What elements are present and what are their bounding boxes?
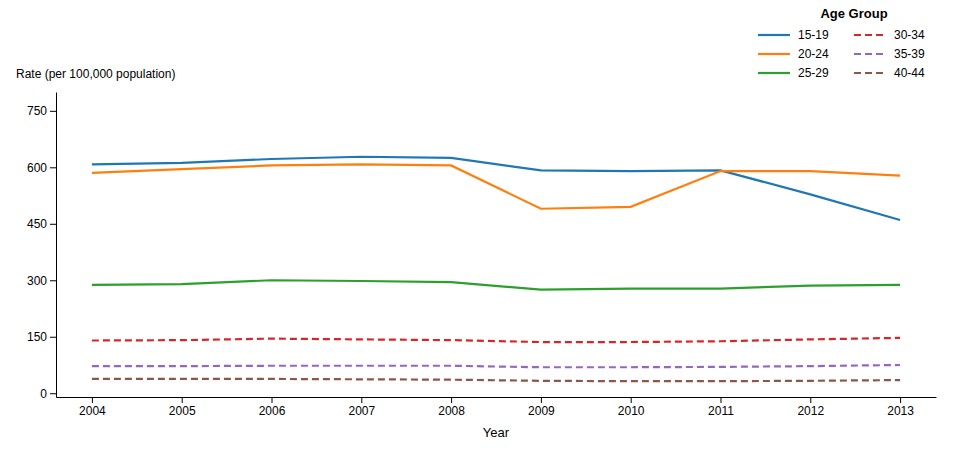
x-axis-line (57, 397, 937, 398)
legend-label: 30-34 (894, 28, 925, 42)
x-tick: 2005 (169, 397, 196, 418)
y-tick-label: 0 (40, 387, 47, 401)
x-tick-label: 2008 (438, 404, 465, 418)
legend-label: 35-39 (894, 47, 925, 61)
y-tick-mark (50, 224, 56, 225)
x-tick: 2007 (348, 397, 375, 418)
legend-swatch (854, 72, 886, 74)
legend-label: 20-24 (798, 47, 829, 61)
x-tick: 2012 (797, 397, 824, 418)
legend-item: 40-44 (854, 66, 925, 80)
y-tick-label: 750 (27, 104, 47, 118)
y-tick: 750 (27, 104, 56, 118)
series-line (92, 379, 900, 381)
x-tick: 2008 (438, 397, 465, 418)
x-tick-mark (720, 397, 721, 403)
legend-title: Age Group (820, 6, 887, 21)
legend-item: 35-39 (854, 47, 925, 61)
y-tick-label: 300 (27, 274, 47, 288)
legend-item: 20-24 (758, 47, 829, 61)
x-tick-label: 2009 (528, 404, 555, 418)
legend: Age Group 15-19 20-24 25-29 30-34 35-39 40-44 (758, 6, 925, 80)
x-tick-label: 2011 (708, 404, 734, 418)
series-line (92, 280, 900, 289)
x-tick: 2006 (259, 397, 286, 418)
lines (92, 157, 900, 381)
y-tick-mark (50, 280, 56, 281)
legend-swatch (854, 34, 886, 36)
legend-item: 25-29 (758, 66, 829, 80)
y-tick: 150 (27, 330, 56, 344)
x-tick: 2010 (618, 397, 645, 418)
x-tick-label: 2006 (259, 404, 286, 418)
legend-swatch (854, 53, 886, 55)
legend-label: 40-44 (894, 66, 925, 80)
x-tick-label: 2007 (348, 404, 375, 418)
x-tick-mark (451, 397, 452, 403)
series-line (92, 157, 900, 220)
x-tick: 2009 (528, 397, 555, 418)
legend-swatch (758, 53, 790, 55)
legend-item: 30-34 (854, 28, 925, 42)
chart: 2004 2005 2006 2007 2008 2009 2010 2011 2012 2013… (0, 0, 960, 449)
y-tick: 300 (27, 274, 56, 288)
y-tick-mark (50, 337, 56, 338)
x-tick-mark (900, 397, 901, 403)
x-tick-mark (272, 397, 273, 403)
y-tick-label: 450 (27, 217, 47, 231)
y-tick-label: 150 (27, 330, 47, 344)
y-tick-mark (50, 111, 56, 112)
x-tick: 2013 (887, 397, 914, 418)
x-tick-mark (810, 397, 811, 403)
x-tick-mark (182, 397, 183, 403)
x-tick-mark (92, 397, 93, 403)
y-tick-mark (50, 167, 56, 168)
legend-item: 15-19 (758, 28, 829, 42)
x-tick: 2011 (708, 397, 734, 418)
x-tick-label: 2005 (169, 404, 196, 418)
y-tick: 0 (40, 387, 56, 401)
x-axis: 2004 2005 2006 2007 2008 2009 2010 2011 2012 2013 (57, 397, 937, 418)
x-tick: 2004 (79, 397, 106, 418)
x-tick-label: 2013 (887, 404, 914, 418)
legend-swatch (758, 34, 790, 36)
x-axis-title: Year (483, 425, 510, 440)
series-line (92, 365, 900, 367)
x-tick-label: 2012 (797, 404, 824, 418)
y-tick: 450 (27, 217, 56, 231)
legend-label: 15-19 (798, 28, 829, 42)
x-tick-label: 2010 (618, 404, 645, 418)
x-tick-mark (631, 397, 632, 403)
y-axis-line (56, 93, 57, 398)
y-axis: 0 150 300 450 600 750 (27, 93, 57, 401)
y-tick-label: 600 (27, 161, 47, 175)
x-tick-mark (361, 397, 362, 403)
x-tick-label: 2004 (79, 404, 106, 418)
legend-swatch (758, 72, 790, 74)
x-tick-mark (541, 397, 542, 403)
legend-label: 25-29 (798, 66, 829, 80)
y-axis-title: Rate (per 100,000 population) (16, 67, 175, 81)
y-tick: 600 (27, 161, 56, 175)
plot-area: 2004 2005 2006 2007 2008 2009 2010 2011 2012 2013… (27, 93, 937, 418)
series-line (92, 338, 900, 342)
y-tick-mark (50, 393, 56, 394)
series-line (92, 164, 900, 208)
